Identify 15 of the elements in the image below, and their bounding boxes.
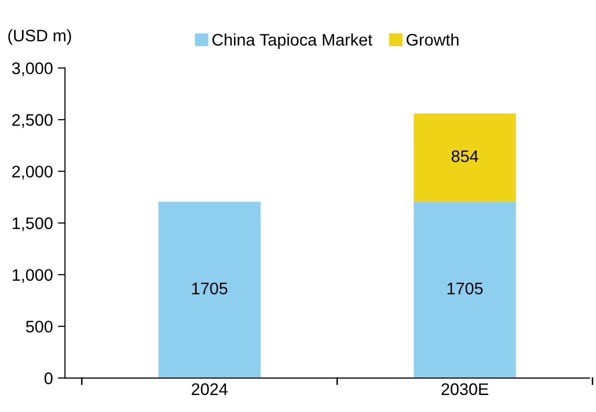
y-tick-label: 3,000 bbox=[12, 62, 53, 76]
legend-label: Growth bbox=[406, 33, 458, 46]
y-tick-label: 1,000 bbox=[12, 269, 53, 283]
y-tick-label: 1,500 bbox=[12, 217, 53, 232]
data-label: 854 bbox=[452, 150, 478, 162]
legend-label: China Tapioca Market bbox=[212, 33, 372, 49]
y-tick-label: 500 bbox=[26, 320, 53, 333]
x-tick-label: 2030E bbox=[442, 383, 488, 396]
y-tick-label: 2,000 bbox=[12, 166, 53, 180]
y-tick-label: 2,500 bbox=[12, 114, 53, 128]
y-axis-title: (USD m) bbox=[8, 29, 72, 45]
data-label: 1705 bbox=[192, 282, 228, 294]
x-tick-label: 2024 bbox=[192, 383, 228, 396]
y-tick-label: 0 bbox=[44, 372, 53, 384]
data-label: 1705 bbox=[448, 282, 483, 294]
